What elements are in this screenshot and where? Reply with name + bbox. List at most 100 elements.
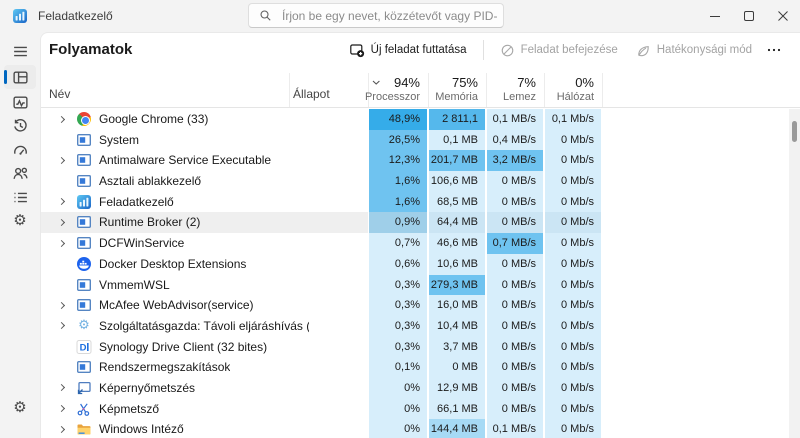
task-manager-icon <box>76 194 92 210</box>
disk-cell: 0 MB/s <box>487 377 543 399</box>
sidebar-item-app-history[interactable] <box>4 113 36 137</box>
new-task-icon <box>349 42 365 58</box>
process-name: Szolgáltatásgazda: Távoli eljáráshívás (… <box>99 318 309 333</box>
process-row[interactable]: Rendszermegszakítások 0,1% 0 MB 0 MB/s 0… <box>41 357 790 378</box>
more-options-button[interactable] <box>758 39 790 61</box>
process-row[interactable]: Runtime Broker (2) 0,9% 64,4 MB 0 MB/s 0… <box>41 212 790 234</box>
disk-cell: 0,4 MB/s <box>487 129 543 151</box>
column-header-name[interactable]: Név <box>49 87 71 101</box>
end-task-icon <box>500 43 515 58</box>
sidebar: ⚙ ⚙ <box>0 32 40 438</box>
process-name: Képernyőmetszés <box>99 380 196 395</box>
scrollbar-thumb[interactable] <box>792 121 797 142</box>
row-expand-chevron-icon[interactable] <box>57 218 66 226</box>
column-header-memory[interactable]: 75% Memória <box>435 75 478 103</box>
row-expand-chevron-icon[interactable] <box>57 384 66 392</box>
network-cell: 0 Mb/s <box>545 150 601 172</box>
maximize-button[interactable] <box>732 0 766 32</box>
efficiency-mode-button[interactable]: Hatékonysági mód <box>630 40 758 61</box>
disk-cell: 0,1 MB/s <box>487 109 543 130</box>
process-row[interactable]: Antimalware Service Executable 12,3% 201… <box>41 150 790 172</box>
disk-cell: 3,2 MB/s <box>487 150 543 172</box>
navigation-menu-button[interactable] <box>4 39 36 63</box>
process-row[interactable]: Docker Desktop Extensions 0,6% 10,6 MB 0… <box>41 253 790 275</box>
network-cell: 0 Mb/s <box>545 419 601 438</box>
sidebar-item-details[interactable] <box>4 185 36 209</box>
process-row[interactable]: Google Chrome (33) 48,9% 2 811,1 MB 0,1 … <box>41 109 790 146</box>
disk-cell: 0 MB/s <box>487 398 543 420</box>
row-expand-chevron-icon[interactable] <box>57 301 66 309</box>
network-cell: 0 Mb/s <box>545 253 601 275</box>
cpu-cell: 1,6% <box>369 191 427 213</box>
process-row[interactable]: Asztali ablakkezelő 1,6% 106,6 MB 0 MB/s… <box>41 171 790 192</box>
process-row[interactable]: McAfee WebAdvisor(service) 0,3% 16,0 MB … <box>41 295 790 316</box>
column-header-cpu[interactable]: 94% Processzor <box>364 75 420 103</box>
cpu-cell: 0,6% <box>369 253 427 275</box>
process-row[interactable]: Feladatkezelő 1,6% 68,5 MB 0 MB/s 0 Mb/s <box>41 191 790 213</box>
network-cell: 0 Mb/s <box>545 191 601 213</box>
services-gear-icon: ⚙ <box>13 210 27 229</box>
cpu-cell: 0% <box>369 419 427 438</box>
close-button[interactable] <box>766 0 800 32</box>
window-controls <box>698 0 800 32</box>
column-header-status[interactable]: Állapot <box>293 87 330 101</box>
memory-cell: 0,1 MB <box>429 129 485 151</box>
generic-app-icon <box>76 235 92 251</box>
cpu-cell: 0,3% <box>369 336 427 358</box>
process-row[interactable]: Képernyőmetszés 0% 12,9 MB 0 MB/s 0 Mb/s <box>41 377 790 399</box>
leaf-icon <box>636 43 651 58</box>
window-title: Feladatkezelő <box>38 9 113 23</box>
cpu-cell: 0,3% <box>369 295 427 316</box>
sidebar-item-users[interactable] <box>4 161 36 185</box>
memory-cell: 2 811,1 MB <box>429 109 485 146</box>
process-row[interactable]: Windows Intéző 0% 144,4 MB 0,1 MB/s 0 Mb… <box>41 419 790 438</box>
process-name: Antimalware Service Executable <box>99 153 272 168</box>
sidebar-item-services[interactable]: ⚙ <box>4 208 36 232</box>
row-expand-chevron-icon[interactable] <box>57 322 66 330</box>
vertical-scrollbar[interactable] <box>789 109 800 438</box>
row-expand-chevron-icon[interactable] <box>57 156 66 164</box>
run-new-task-button[interactable]: Új feladat futtatása <box>343 39 473 61</box>
disk-cell: 0 MB/s <box>487 295 543 316</box>
row-expand-chevron-icon[interactable] <box>57 115 66 123</box>
column-header-network[interactable]: 0% Hálózat <box>556 75 594 103</box>
row-expand-chevron-icon[interactable] <box>57 425 66 433</box>
process-row[interactable]: System 26,5% 0,1 MB 0,4 MB/s 0 Mb/s <box>41 129 790 151</box>
disk-cell: 0,7 MB/s <box>487 233 543 254</box>
process-row[interactable]: DCFWinService 0,7% 46,6 MB 0,7 MB/s 0 Mb… <box>41 233 790 254</box>
cpu-cell: 26,5% <box>369 129 427 151</box>
search-input[interactable] <box>282 8 503 23</box>
process-name: Synology Drive Client (32 bites) <box>99 339 268 354</box>
search-box[interactable] <box>248 3 504 28</box>
sidebar-item-performance[interactable] <box>4 90 36 114</box>
sidebar-item-processes[interactable] <box>4 65 36 89</box>
process-row[interactable]: D Synology Drive Client (32 bites) 0,3% … <box>41 336 790 358</box>
row-expand-chevron-icon[interactable] <box>57 405 66 413</box>
disk-cell: 0,1 MB/s <box>487 419 543 438</box>
minimize-button[interactable] <box>698 0 732 32</box>
memory-cell: 10,4 MB <box>429 315 485 337</box>
memory-cell: 279,3 MB <box>429 274 485 296</box>
disk-cell: 0 MB/s <box>487 191 543 213</box>
sidebar-item-settings[interactable]: ⚙ <box>4 395 36 419</box>
task-manager-app-icon <box>12 8 28 24</box>
memory-cell: 0 MB <box>429 357 485 378</box>
process-name: Docker Desktop Extensions <box>99 256 247 271</box>
cpu-cell: 12,3% <box>369 150 427 172</box>
process-row[interactable]: VmmemWSL 0,3% 279,3 MB 0 MB/s 0 Mb/s <box>41 274 790 296</box>
toolbar: Új feladat futtatása Feladat befejezése … <box>343 38 790 62</box>
process-name: DCFWinService <box>99 236 185 251</box>
end-task-button[interactable]: Feladat befejezése <box>494 40 624 61</box>
column-header-disk[interactable]: 7% Lemez <box>502 75 536 103</box>
network-cell: 0 Mb/s <box>545 129 601 151</box>
sidebar-item-startup-apps[interactable] <box>4 138 36 162</box>
process-row[interactable]: ⚙ Szolgáltatásgazda: Távoli eljáráshívás… <box>41 315 790 337</box>
row-expand-chevron-icon[interactable] <box>57 198 66 206</box>
memory-cell: 201,7 MB <box>429 150 485 172</box>
disk-cell: 0 MB/s <box>487 357 543 378</box>
network-cell: 0 Mb/s <box>545 398 601 420</box>
row-expand-chevron-icon[interactable] <box>57 239 66 247</box>
snipping-tool-icon <box>76 401 92 417</box>
process-row[interactable]: Képmetsző 0% 66,1 MB 0 MB/s 0 Mb/s <box>41 398 790 420</box>
